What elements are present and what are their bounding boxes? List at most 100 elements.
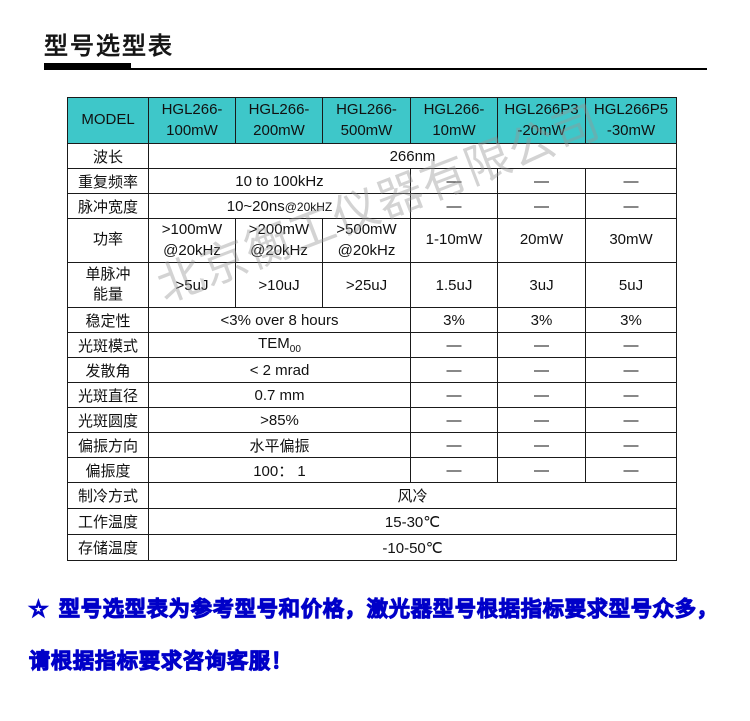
row-label-spot-roundness: 光斑圆度 — [67, 407, 149, 433]
col-header-model: MODEL — [67, 97, 149, 144]
cell-rep-rate-dash-20mw: — — [497, 168, 586, 194]
row-storage-temp: 存储温度 -10-50℃ — [67, 534, 677, 561]
row-label-divergence: 发散角 — [67, 357, 149, 383]
page-title: 型号选型表 — [44, 33, 174, 60]
cell-spot-diameter-value: 0.7 mm — [148, 382, 411, 408]
row-label-cooling: 制冷方式 — [67, 482, 149, 509]
row-spot-roundness: 光斑圆度 >85% — — — — [67, 407, 677, 433]
row-label-rep-rate: 重复频率 — [67, 168, 149, 194]
row-label-wavelength: 波长 — [67, 143, 149, 169]
cell-rep-rate-value: 10 to 100kHz — [148, 168, 411, 194]
cell-spot-mode-value: TEM00 — [148, 332, 411, 358]
cell-polarization-ratio-dash-10mw: — — [410, 457, 498, 483]
row-cooling: 制冷方式 风冷 — [67, 482, 677, 509]
note-line-2: 请根据指标要求咨询客服！ — [29, 650, 293, 674]
cell-spot-diameter-dash-30mw: — — [585, 382, 677, 408]
row-label-spot-diameter: 光斑直径 — [67, 382, 149, 408]
cell-spot-diameter-dash-20mw: — — [497, 382, 586, 408]
cell-cooling-value: 风冷 — [148, 482, 677, 509]
cell-spot-mode-dash-20mw: — — [497, 332, 586, 358]
cell-divergence-dash-10mw: — — [410, 357, 498, 383]
col-header-hgl266p5-30mw: HGL266P5 -30mW — [585, 97, 677, 144]
cell-pulse-energy-20mw: 3uJ — [497, 262, 586, 308]
col-header-hgl266-10mw: HGL266- 10mW — [410, 97, 498, 144]
cell-operating-temp-value: 15-30℃ — [148, 508, 677, 535]
cell-storage-temp-value: -10-50℃ — [148, 534, 677, 561]
title-underline — [44, 62, 707, 70]
row-pulse-width: 脉冲宽度 10~20ns@20kHZ — — — — [67, 193, 677, 219]
cell-pulse-width-value: 10~20ns@20kHZ — [148, 193, 411, 219]
row-rep-rate: 重复频率 10 to 100kHz — — — — [67, 168, 677, 194]
cell-polarization-ratio-value: 100： 1 — [148, 457, 411, 483]
cell-pulse-width-dash-10mw: — — [410, 193, 498, 219]
cell-pulse-energy-500mw: >25uJ — [322, 262, 411, 308]
cell-pulse-energy-200mw: >10uJ — [235, 262, 323, 308]
spec-table: MODEL HGL266- 100mW HGL266- 200mW HGL266- 5… — [67, 97, 677, 561]
row-divergence: 发散角 < 2 mrad — — — — [67, 357, 677, 383]
row-power: 功率 >100mW @20kHz >200mW @20kHz >500mW @20kH… — [67, 218, 677, 263]
row-spot-mode: 光斑模式 TEM00 — — — — [67, 332, 677, 358]
cell-spot-diameter-dash-10mw: — — [410, 382, 498, 408]
cell-stability-value: <3% over 8 hours — [148, 307, 411, 333]
row-label-operating-temp: 工作温度 — [67, 508, 149, 535]
cell-pulse-energy-100mw: >5uJ — [148, 262, 236, 308]
cell-divergence-dash-30mw: — — [585, 357, 677, 383]
cell-spot-roundness-dash-20mw: — — [497, 407, 586, 433]
row-label-stability: 稳定性 — [67, 307, 149, 333]
row-wavelength: 波长 266nm — [67, 143, 677, 169]
row-polarization-ratio: 偏振度 100： 1 — — — — [67, 457, 677, 483]
cell-pulse-width-dash-30mw: — — [585, 193, 677, 219]
cell-spot-roundness-value: >85% — [148, 407, 411, 433]
cell-pulse-energy-10mw: 1.5uJ — [410, 262, 498, 308]
row-label-storage-temp: 存储温度 — [67, 534, 149, 561]
cell-pulse-width-dash-20mw: — — [497, 193, 586, 219]
cell-stability-30mw: 3% — [585, 307, 677, 333]
cell-pulse-energy-30mw: 5uJ — [585, 262, 677, 308]
row-operating-temp: 工作温度 15-30℃ — [67, 508, 677, 535]
cell-power-100mw: >100mW @20kHz — [148, 218, 236, 263]
row-label-pulse-energy: 单脉冲能量 — [67, 262, 149, 308]
underline-thick-segment — [44, 63, 131, 70]
cell-spot-roundness-dash-30mw: — — [585, 407, 677, 433]
row-spot-diameter: 光斑直径 0.7 mm — — — — [67, 382, 677, 408]
cell-power-10mw: 1-10mW — [410, 218, 498, 263]
cell-polarization-ratio-dash-20mw: — — [497, 457, 586, 483]
cell-wavelength-value: 266nm — [148, 143, 677, 169]
cell-power-30mw: 30mW — [585, 218, 677, 263]
row-polarization-direction: 偏振方向 水平偏振 — — — — [67, 432, 677, 458]
underline-thin-segment — [131, 68, 707, 70]
cell-polarization-direction-value: 水平偏振 — [148, 432, 411, 458]
cell-spot-mode-dash-30mw: — — [585, 332, 677, 358]
note-line-1-text: 型号选型表为参考型号和价格，激光器型号根据指标要求型号众多， — [58, 598, 719, 622]
row-stability: 稳定性 <3% over 8 hours 3% 3% 3% — [67, 307, 677, 333]
cell-divergence-dash-20mw: — — [497, 357, 586, 383]
note-line-1: ☆ 型号选型表为参考型号和价格，激光器型号根据指标要求型号众多， — [29, 593, 719, 623]
cell-rep-rate-dash-30mw: — — [585, 168, 677, 194]
cell-spot-roundness-dash-10mw: — — [410, 407, 498, 433]
note-block: ☆ 型号选型表为参考型号和价格，激光器型号根据指标要求型号众多， 请根据指标要求咨… — [29, 593, 719, 675]
cell-polarization-direction-dash-30mw: — — [585, 432, 677, 458]
col-header-hgl266p3-20mw: HGL266P3 -20mW — [497, 97, 586, 144]
row-label-spot-mode: 光斑模式 — [67, 332, 149, 358]
cell-power-500mw: >500mW @20kHz — [322, 218, 411, 263]
cell-stability-10mw: 3% — [410, 307, 498, 333]
star-icon: ☆ — [29, 598, 49, 622]
cell-polarization-direction-dash-10mw: — — [410, 432, 498, 458]
cell-spot-mode-dash-10mw: — — [410, 332, 498, 358]
cell-power-200mw: >200mW @20kHz — [235, 218, 323, 263]
row-label-polarization-ratio: 偏振度 — [67, 457, 149, 483]
col-header-hgl266-200mw: HGL266- 200mW — [235, 97, 323, 144]
cell-stability-20mw: 3% — [497, 307, 586, 333]
row-label-polarization-direction: 偏振方向 — [67, 432, 149, 458]
cell-divergence-value: < 2 mrad — [148, 357, 411, 383]
cell-polarization-ratio-dash-30mw: — — [585, 457, 677, 483]
row-label-pulse-width: 脉冲宽度 — [67, 193, 149, 219]
col-header-hgl266-100mw: HGL266- 100mW — [148, 97, 236, 144]
col-header-hgl266-500mw: HGL266- 500mW — [322, 97, 411, 144]
cell-polarization-direction-dash-20mw: — — [497, 432, 586, 458]
cell-power-20mw: 20mW — [497, 218, 586, 263]
table-header-row: MODEL HGL266- 100mW HGL266- 200mW HGL266- 5… — [67, 97, 677, 144]
cell-rep-rate-dash-10mw: — — [410, 168, 498, 194]
row-pulse-energy: 单脉冲能量 >5uJ >10uJ >25uJ 1.5uJ 3uJ 5uJ — [67, 262, 677, 308]
